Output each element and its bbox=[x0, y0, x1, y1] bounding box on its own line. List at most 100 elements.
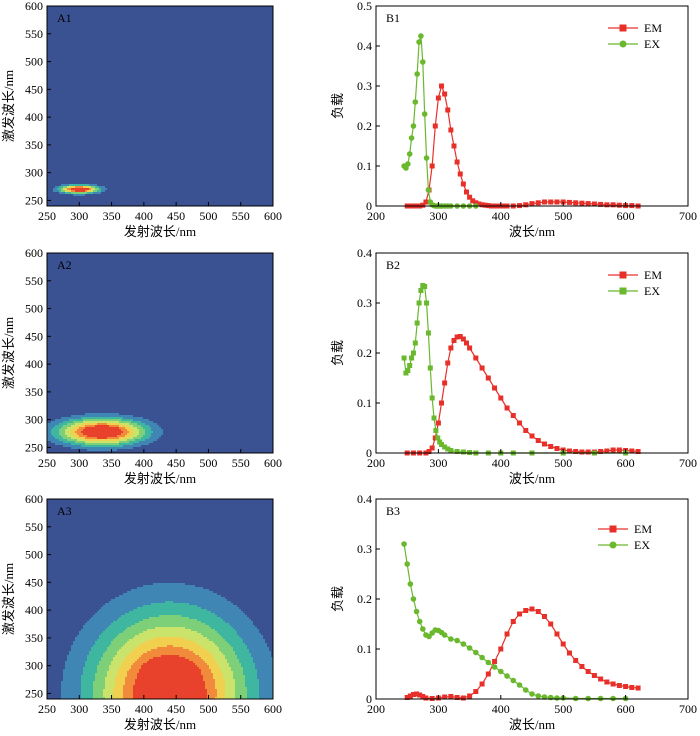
contour-cell bbox=[133, 673, 135, 675]
contour-cell bbox=[135, 607, 137, 609]
contour-cell bbox=[219, 659, 221, 661]
contour-cell bbox=[203, 599, 205, 601]
contour-cell bbox=[145, 655, 147, 657]
contour-cell bbox=[73, 443, 75, 445]
contour-cell bbox=[217, 675, 219, 677]
contour-cell bbox=[85, 433, 87, 435]
contour-cell bbox=[225, 617, 227, 619]
contour-cell bbox=[177, 641, 179, 643]
contour-cell bbox=[155, 597, 157, 599]
contour-cell bbox=[105, 423, 107, 425]
contour-cell bbox=[181, 645, 183, 647]
contour-cell bbox=[129, 427, 131, 429]
contour-cell bbox=[219, 651, 221, 653]
contour-cell bbox=[69, 423, 71, 425]
contour-cell bbox=[217, 631, 219, 633]
contour-cell bbox=[191, 591, 193, 593]
contour-cell bbox=[97, 449, 99, 451]
contour-cell bbox=[151, 641, 153, 643]
contour-cell bbox=[93, 661, 95, 663]
contour-cell bbox=[117, 613, 119, 615]
contour-cell bbox=[71, 675, 73, 677]
contour-cell bbox=[177, 623, 179, 625]
contour-cell bbox=[75, 417, 77, 419]
contour-cell bbox=[95, 639, 97, 641]
contour-cell bbox=[91, 671, 93, 673]
contour-cell bbox=[133, 665, 135, 667]
contour-cell bbox=[91, 675, 93, 677]
contour-cell bbox=[137, 667, 139, 669]
contour-cell bbox=[199, 587, 201, 589]
contour-cell bbox=[205, 661, 207, 663]
contour-cell bbox=[149, 651, 151, 653]
contour-cell bbox=[199, 639, 201, 641]
contour-cell bbox=[197, 619, 199, 621]
contour-cell bbox=[145, 611, 147, 613]
contour-cell bbox=[169, 633, 171, 635]
panel-A2-ylabel: 激发波长/nm bbox=[1, 317, 16, 389]
contour-cell bbox=[61, 192, 63, 194]
contour-cell bbox=[215, 669, 217, 671]
contour-cell bbox=[79, 635, 81, 637]
contour-cell bbox=[85, 653, 87, 655]
contour-cell bbox=[59, 443, 61, 445]
contour-cell bbox=[179, 587, 181, 589]
contour-cell bbox=[175, 665, 177, 667]
contour-cell bbox=[91, 677, 93, 679]
contour-cell bbox=[159, 669, 161, 671]
contour-cell bbox=[173, 609, 175, 611]
contour-cell bbox=[143, 639, 145, 641]
contour-cell bbox=[89, 629, 91, 631]
contour-cell bbox=[145, 643, 147, 645]
contour-cell bbox=[143, 609, 145, 611]
contour-cell bbox=[55, 435, 57, 437]
contour-cell bbox=[209, 593, 211, 595]
contour-cell bbox=[237, 641, 239, 643]
contour-cell bbox=[223, 651, 225, 653]
contour-cell bbox=[231, 673, 233, 675]
contour-cell bbox=[159, 677, 161, 679]
contour-cell bbox=[215, 661, 217, 663]
contour-cell bbox=[133, 651, 135, 653]
contour-cell bbox=[177, 593, 179, 595]
contour-cell bbox=[259, 661, 261, 663]
contour-cell bbox=[205, 675, 207, 677]
contour-cell bbox=[197, 621, 199, 623]
contour-cell bbox=[211, 641, 213, 643]
contour-cell bbox=[85, 427, 87, 429]
contour-cell bbox=[191, 651, 193, 653]
contour-cell bbox=[245, 665, 247, 667]
contour-cell bbox=[85, 625, 87, 627]
contour-cell bbox=[153, 607, 155, 609]
contour-cell bbox=[173, 641, 175, 643]
contour-cell bbox=[225, 633, 227, 635]
contour-cell bbox=[241, 663, 243, 665]
contour-cell bbox=[105, 625, 107, 627]
contour-cell bbox=[101, 419, 103, 421]
contour-cell bbox=[163, 635, 165, 637]
contour-cell bbox=[55, 188, 57, 190]
contour-cell bbox=[79, 425, 81, 427]
contour-cell bbox=[163, 649, 165, 651]
contour-cell bbox=[253, 677, 255, 679]
contour-cell bbox=[223, 603, 225, 605]
contour-cell bbox=[123, 427, 125, 429]
contour-cell bbox=[87, 653, 89, 655]
contour-cell bbox=[145, 647, 147, 649]
contour-cell bbox=[139, 425, 141, 427]
contour-cell bbox=[113, 441, 115, 443]
contour-cell bbox=[83, 447, 85, 449]
contour-cell bbox=[117, 619, 119, 621]
contour-cell bbox=[171, 597, 173, 599]
contour-cell bbox=[63, 669, 65, 671]
contour-cell bbox=[71, 651, 73, 653]
contour-cell bbox=[125, 601, 127, 603]
contour-cell bbox=[131, 439, 133, 441]
contour-cell bbox=[163, 587, 165, 589]
contour-cell bbox=[91, 655, 93, 657]
contour-cell bbox=[181, 661, 183, 663]
contour-cell bbox=[67, 659, 69, 661]
contour-cell bbox=[157, 667, 159, 669]
contour-cell bbox=[173, 647, 175, 649]
contour-cell bbox=[271, 659, 273, 661]
